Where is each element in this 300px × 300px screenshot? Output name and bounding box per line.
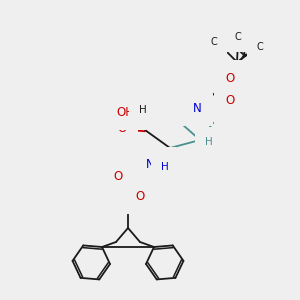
Text: H: H — [139, 105, 147, 115]
Text: O: O — [135, 190, 145, 202]
Text: O: O — [113, 170, 123, 184]
Text: N: N — [193, 101, 201, 115]
Text: H: H — [205, 137, 213, 147]
Text: O: O — [225, 71, 235, 85]
Text: C: C — [235, 32, 242, 42]
Text: O: O — [117, 122, 127, 134]
Text: C: C — [256, 42, 263, 52]
Text: O: O — [225, 94, 235, 106]
Text: C: C — [211, 37, 218, 47]
Text: NH: NH — [146, 158, 164, 172]
Text: OH: OH — [116, 106, 134, 118]
Text: H: H — [161, 162, 169, 172]
